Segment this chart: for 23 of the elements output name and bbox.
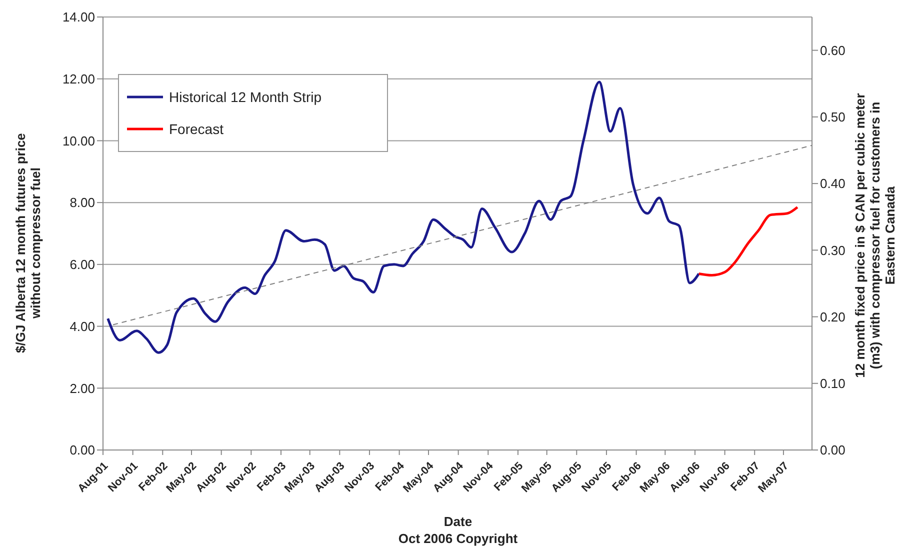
y-tick-label: 6.00 — [70, 257, 95, 272]
y-tick-label: 8.00 — [70, 195, 95, 210]
x-axis-title: Date — [442, 514, 474, 529]
y-tick-label: 14.00 — [62, 10, 95, 25]
text: Oct 2006 Copyright — [397, 531, 519, 546]
line-series — [698, 206, 799, 277]
y2-tick-label: 0.40 — [820, 176, 846, 192]
y-tick-label: 2.00 — [70, 380, 95, 396]
line-series — [106, 80, 700, 354]
y-tick-label: 4.00 — [70, 318, 95, 334]
y2-tick-label: 0.20 — [820, 309, 846, 324]
y2-tick-label: 0.60 — [820, 42, 846, 58]
y-axis-title: $/GJ Alberta 12 month futures price without compressor fuel — [13, 132, 43, 355]
y-tick-label: 12.00 — [62, 71, 95, 86]
legend-label: Forecast — [169, 121, 224, 137]
y2-tick-label: 0.10 — [820, 376, 846, 391]
legend-label: Historical 12 Month Strip — [169, 89, 322, 105]
y2-tick-label: 0.30 — [820, 242, 846, 258]
y2-tick-label: 0.50 — [820, 110, 846, 125]
y2-axis-title: 12 month fixed price in $ CAN per cubic meter (m3) with compressor fuel for customers in Eastern Canada — [852, 92, 898, 380]
y2-tick-label: 0.00 — [820, 442, 846, 458]
y-tick-label: 10.00 — [62, 133, 95, 148]
y-tick-label: 0.00 — [70, 442, 95, 458]
